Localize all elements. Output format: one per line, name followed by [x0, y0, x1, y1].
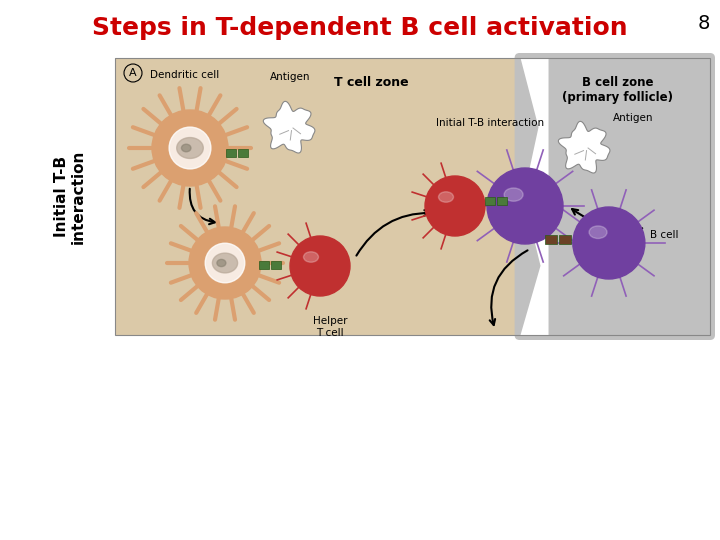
Text: A: A: [129, 68, 137, 78]
Bar: [485, 197, 495, 205]
Circle shape: [573, 207, 645, 279]
Circle shape: [189, 227, 261, 299]
Circle shape: [487, 168, 563, 244]
Polygon shape: [521, 58, 549, 335]
Bar: [115, 58, 544, 335]
Bar: [559, 235, 571, 244]
Circle shape: [152, 110, 228, 186]
Text: B cell zone
(primary follicle): B cell zone (primary follicle): [562, 76, 673, 104]
Ellipse shape: [504, 188, 523, 201]
Ellipse shape: [589, 226, 607, 239]
Bar: [115, 58, 710, 335]
Text: B cell: B cell: [650, 230, 678, 240]
Polygon shape: [558, 122, 610, 173]
Bar: [545, 235, 557, 244]
Bar: [497, 197, 507, 205]
Text: T cell zone: T cell zone: [333, 76, 408, 89]
Text: Helper
T cell: Helper T cell: [312, 316, 347, 338]
Bar: [259, 261, 269, 269]
Ellipse shape: [217, 259, 226, 267]
Ellipse shape: [181, 144, 191, 152]
Text: Antigen: Antigen: [270, 72, 310, 82]
FancyBboxPatch shape: [515, 53, 715, 340]
Circle shape: [169, 127, 211, 169]
Text: Antigen: Antigen: [613, 113, 654, 123]
Circle shape: [425, 176, 485, 236]
Ellipse shape: [304, 252, 318, 262]
Text: Initial T-B interaction: Initial T-B interaction: [436, 118, 544, 128]
Circle shape: [290, 236, 350, 296]
Ellipse shape: [212, 253, 238, 273]
Polygon shape: [264, 102, 315, 153]
Circle shape: [205, 243, 245, 283]
Text: Steps in T-dependent B cell activation: Steps in T-dependent B cell activation: [92, 16, 628, 40]
Ellipse shape: [176, 138, 203, 158]
Ellipse shape: [438, 192, 454, 202]
Text: 8: 8: [698, 14, 710, 33]
Bar: [226, 149, 236, 157]
Bar: [271, 261, 281, 269]
Bar: [238, 149, 248, 157]
Text: Initial T-B
interaction: Initial T-B interaction: [54, 150, 86, 244]
Text: Dendritic cell: Dendritic cell: [150, 70, 220, 80]
